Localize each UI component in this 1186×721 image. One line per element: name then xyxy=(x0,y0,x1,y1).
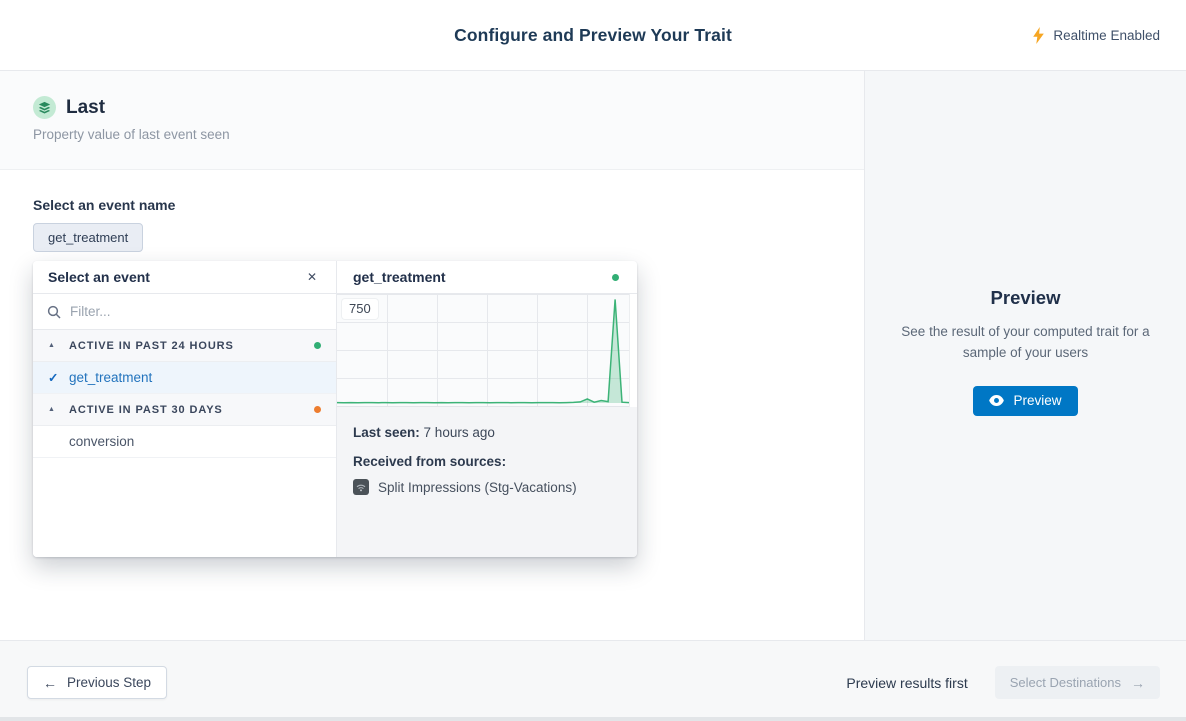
source-wifi-icon xyxy=(353,479,369,495)
last-seen-label: Last seen: xyxy=(353,425,420,440)
collapse-caret-icon: ▲ xyxy=(48,342,55,349)
event-item-get-treatment[interactable]: ✓ get_treatment xyxy=(33,362,336,394)
popup-header: Select an event ✕ xyxy=(33,261,336,294)
orange-status-dot xyxy=(314,406,321,413)
realtime-status-badge: Realtime Enabled xyxy=(1032,0,1160,71)
preview-description: See the result of your computed trait fo… xyxy=(901,324,1150,360)
event-item-label: get_treatment xyxy=(69,370,153,385)
chart-area-fill xyxy=(337,299,629,403)
chart-max-value-label: 750 xyxy=(342,299,378,319)
event-group-label: ACTIVE IN PAST 24 HOURS xyxy=(69,339,234,352)
green-status-dot xyxy=(314,342,321,349)
eye-icon xyxy=(989,394,1005,406)
preview-button-label: Preview xyxy=(1013,392,1062,408)
preview-hint-text: Preview results first xyxy=(846,674,968,691)
preview-sidebar: Preview See the result of your computed … xyxy=(864,71,1186,640)
trait-description: Property value of last event seen xyxy=(33,127,230,142)
event-select-popup: Select an event ✕ ▲ ACTIVE IN PAST 24 HO… xyxy=(33,261,637,557)
previous-step-button[interactable]: ← Previous Step xyxy=(27,666,168,699)
footer-bar: ← Previous Step Preview results first Se… xyxy=(0,640,1186,721)
event-name-label: Select an event name xyxy=(33,197,176,213)
event-detail-panel: get_treatment xyxy=(337,261,637,557)
close-icon[interactable]: ✕ xyxy=(306,270,317,284)
select-destinations-label: Select Destinations xyxy=(1009,675,1121,690)
chart-line xyxy=(337,299,629,404)
sparkline-svg xyxy=(337,294,629,406)
source-name: Split Impressions (Stg-Vacations) xyxy=(378,479,577,495)
preview-button[interactable]: Preview xyxy=(973,385,1078,416)
event-detail-info: Last seen: 7 hours ago Received from sou… xyxy=(337,407,637,513)
event-volume-chart: 750 xyxy=(337,294,637,407)
event-item-conversion[interactable]: conversion xyxy=(33,426,336,458)
lightning-icon xyxy=(1032,27,1045,44)
green-status-dot xyxy=(612,273,619,281)
arrow-right-icon: → xyxy=(1131,674,1145,691)
event-group-24h[interactable]: ▲ ACTIVE IN PAST 24 HOURS xyxy=(33,330,336,362)
window-bottom-edge xyxy=(0,717,1186,721)
popup-title: Select an event xyxy=(48,269,150,285)
check-icon: ✓ xyxy=(48,371,59,385)
trait-name: Last xyxy=(66,96,106,118)
selected-event-chip[interactable]: get_treatment xyxy=(33,223,144,252)
search-icon xyxy=(47,305,61,319)
select-destinations-button[interactable]: Select Destinations → xyxy=(994,666,1160,699)
event-filter-row xyxy=(33,294,336,330)
event-detail-title: get_treatment xyxy=(353,269,446,285)
filter-input[interactable] xyxy=(70,304,322,319)
event-list-panel: Select an event ✕ ▲ ACTIVE IN PAST 24 HO… xyxy=(33,261,337,557)
event-group-label: ACTIVE IN PAST 30 DAYS xyxy=(69,403,223,416)
event-group-30d[interactable]: ▲ ACTIVE IN PAST 30 DAYS xyxy=(33,394,336,426)
event-detail-header: get_treatment xyxy=(337,261,637,294)
chart-scrollbar-track[interactable] xyxy=(629,294,637,407)
page-title: Configure and Preview Your Trait xyxy=(454,24,732,45)
sources-label: Received from sources: xyxy=(353,454,507,469)
realtime-status-label: Realtime Enabled xyxy=(1053,28,1160,43)
event-list-empty-space xyxy=(33,458,336,557)
layers-icon xyxy=(33,96,56,119)
collapse-caret-icon: ▲ xyxy=(48,406,55,413)
trait-config-panel: Last Property value of last event seen S… xyxy=(0,71,864,640)
arrow-left-icon: ← xyxy=(43,674,57,691)
last-seen-value: 7 hours ago xyxy=(423,425,495,440)
trait-header: Last Property value of last event seen xyxy=(0,71,864,170)
preview-title: Preview xyxy=(990,287,1061,308)
previous-step-label: Previous Step xyxy=(67,675,152,690)
source-item: Split Impressions (Stg-Vacations) xyxy=(353,479,621,495)
event-item-label: conversion xyxy=(69,434,135,449)
app-header: Configure and Preview Your Trait Realtim… xyxy=(0,0,1186,71)
